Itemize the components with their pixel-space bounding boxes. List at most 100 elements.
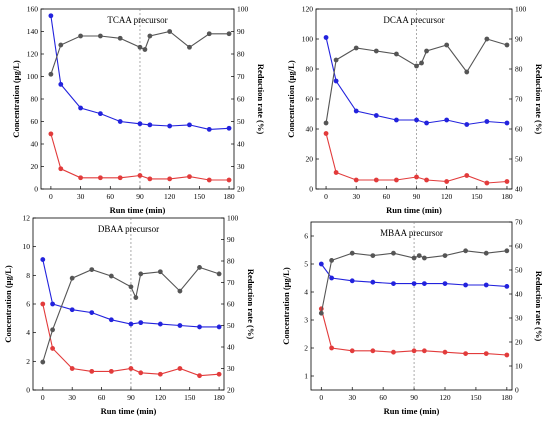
- y2-tick-label: 50: [515, 266, 523, 275]
- data-point-conc_precursor: [391, 281, 396, 286]
- data-point-reduction: [117, 35, 123, 41]
- data-point-conc_product: [411, 348, 417, 354]
- series-line-reduction: [320, 250, 507, 314]
- series-line-conc_precursor: [42, 259, 220, 328]
- y2-tick-label: 40: [515, 290, 523, 299]
- data-point-conc_product: [421, 348, 427, 354]
- y2-axis-label: Reduction rate (%): [246, 269, 256, 340]
- y2-tick-label: 70: [515, 218, 523, 227]
- data-point-reduction: [394, 51, 399, 57]
- data-point-conc_precursor: [504, 120, 510, 126]
- y2-tick-label: 40: [515, 185, 523, 194]
- y-tick-label: 100: [302, 35, 314, 44]
- data-point-conc_precursor: [424, 120, 429, 126]
- panel-title: DCAA precursor: [383, 15, 444, 25]
- data-point-reduction: [424, 48, 429, 54]
- y-tick-label: 40: [31, 140, 39, 149]
- data-point-conc_product: [97, 175, 103, 181]
- data-point-conc_precursor: [50, 301, 55, 307]
- x-tick-label: 180: [213, 393, 225, 402]
- data-point-conc_product: [504, 179, 510, 184]
- data-point-conc_product: [373, 177, 379, 183]
- data-point-conc_product: [197, 373, 202, 379]
- data-point-reduction: [329, 257, 335, 263]
- y2-tick-label: 70: [237, 72, 245, 81]
- data-point-reduction: [133, 295, 139, 300]
- data-point-conc_product: [216, 371, 222, 377]
- x-axis-label: Run time (min): [110, 205, 166, 215]
- data-point-conc_precursor: [167, 123, 173, 129]
- y-tick-label: 4: [304, 288, 308, 297]
- data-point-conc_product: [484, 180, 490, 186]
- data-point-conc_precursor: [197, 324, 202, 330]
- data-point-reduction: [142, 47, 148, 52]
- y-tick-label: 120: [302, 5, 314, 14]
- y2-tick-label: 80: [515, 65, 523, 74]
- data-point-reduction: [414, 63, 419, 69]
- panel-title: DBAA precursor: [98, 224, 159, 234]
- data-point-conc_precursor: [206, 126, 212, 132]
- data-point-reduction: [58, 42, 64, 48]
- y2-tick-label: 100: [227, 214, 239, 223]
- data-point-conc_precursor: [97, 111, 103, 117]
- data-point-conc_product: [137, 173, 143, 178]
- data-point-conc_product: [424, 177, 429, 183]
- data-point-conc_precursor: [58, 81, 64, 87]
- plot-frame: [32, 217, 225, 391]
- y-tick-label: 12: [23, 214, 31, 223]
- y2-tick-label: 50: [227, 321, 235, 330]
- x-tick-label: 60: [383, 192, 391, 201]
- data-point-conc_product: [414, 174, 419, 180]
- data-point-conc_precursor: [128, 321, 134, 327]
- data-point-reduction: [323, 120, 329, 126]
- x-tick-label: 0: [324, 192, 328, 201]
- data-point-reduction: [187, 44, 192, 50]
- y-tick-label: 2: [304, 344, 308, 353]
- data-point-conc_product: [177, 366, 183, 371]
- data-point-reduction: [333, 57, 339, 63]
- data-point-conc_product: [333, 170, 339, 175]
- data-point-conc_product: [108, 368, 114, 374]
- y-tick-label: 8: [26, 271, 30, 280]
- y-axis-label: Concentration (µg/L): [286, 60, 296, 138]
- data-point-reduction: [167, 29, 173, 34]
- x-tick-label: 180: [501, 192, 513, 201]
- data-point-conc_precursor: [138, 320, 144, 326]
- data-point-conc_precursor: [504, 283, 510, 289]
- data-point-conc_product: [329, 345, 335, 351]
- data-point-conc_product: [391, 349, 396, 355]
- y2-tick-label: 40: [227, 343, 235, 352]
- y2-tick-label: 20: [515, 338, 523, 347]
- data-point-conc_product: [128, 366, 134, 371]
- data-point-conc_product: [349, 348, 355, 354]
- y2-tick-label: 90: [227, 235, 235, 244]
- chart-panel-3: 0 30 60 90 120 150 180123456010203040506070MBA…: [281, 218, 544, 417]
- y2-tick-label: 80: [237, 50, 245, 59]
- x-tick-label: 30: [352, 192, 360, 201]
- data-point-conc_precursor: [444, 117, 450, 123]
- data-point-conc_product: [117, 175, 123, 181]
- data-point-conc_product: [40, 301, 46, 307]
- data-point-conc_precursor: [394, 117, 399, 123]
- y2-axis-label: Reduction rate (%): [256, 64, 266, 135]
- x-tick-label: 30: [68, 393, 76, 402]
- y-axis-label: Concentration (µg/L): [281, 267, 291, 345]
- data-point-reduction: [206, 31, 212, 37]
- y2-tick-label: 90: [237, 27, 245, 36]
- data-point-reduction: [177, 288, 183, 294]
- series-line-reduction: [50, 30, 230, 75]
- data-point-reduction: [147, 33, 153, 39]
- y-tick-label: 1: [304, 372, 308, 381]
- y2-tick-label: 100: [237, 5, 249, 14]
- data-point-reduction: [226, 31, 232, 37]
- data-point-reduction: [504, 42, 510, 48]
- x-axis-label: Run time (min): [386, 205, 442, 215]
- data-point-conc_precursor: [463, 282, 469, 288]
- y-tick-label: 80: [306, 65, 314, 74]
- y-tick-label: 6: [26, 300, 30, 309]
- data-point-conc_product: [504, 352, 510, 358]
- data-point-conc_precursor: [442, 281, 448, 286]
- data-point-conc_precursor: [349, 278, 355, 284]
- x-tick-label: 120: [441, 192, 453, 201]
- data-point-conc_precursor: [117, 119, 123, 124]
